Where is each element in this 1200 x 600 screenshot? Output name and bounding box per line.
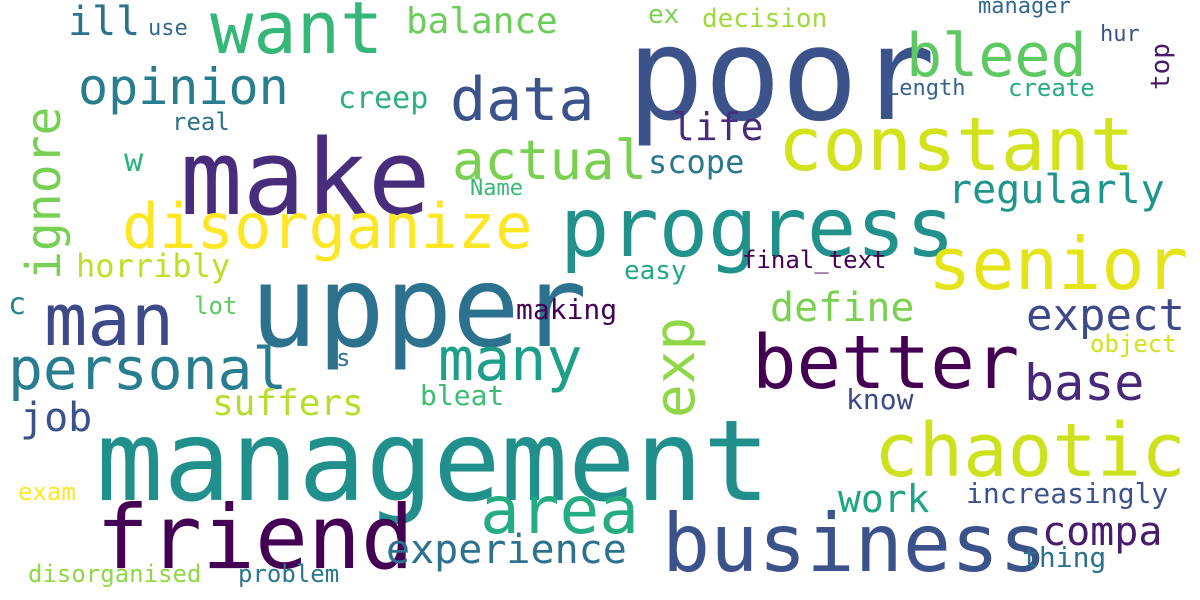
word-want: want [210, 0, 384, 70]
word-creep: creep [338, 81, 429, 116]
word-making: making [516, 293, 618, 326]
word-suffers: suffers [212, 383, 364, 424]
word-chaotic: chaotic [874, 408, 1186, 494]
word-constant: constant [778, 102, 1135, 188]
word-know: know [846, 383, 914, 416]
word-increasingly: increasingly [966, 477, 1169, 510]
word-friend: friend [96, 486, 414, 589]
word-real: real [172, 108, 230, 136]
word-use: use [148, 16, 188, 41]
word-compa: compa [1042, 509, 1163, 555]
word-scope: scope [648, 143, 745, 181]
word-thing: thing [1022, 541, 1107, 574]
word-man: man [44, 278, 175, 362]
word-management: management [96, 397, 771, 527]
word-better: better [752, 320, 1020, 406]
word-regularly: regularly [948, 167, 1165, 213]
word-make: make [180, 117, 431, 239]
word-hur: hur [1100, 22, 1140, 47]
word-experience: experience [386, 527, 627, 573]
word-top: top [1146, 43, 1176, 90]
word-lot: lot [194, 292, 238, 320]
word-job: job [20, 395, 93, 441]
word-horribly: horribly [76, 247, 231, 285]
word-life: life [672, 105, 764, 149]
word-business: business [662, 497, 1048, 590]
word-data: data [450, 65, 595, 135]
word-object: object [1090, 330, 1177, 358]
word-manager: manager [978, 0, 1071, 19]
word-poor: poor [627, 1, 936, 150]
word-create: create [1008, 74, 1095, 102]
word-decision: decision [702, 4, 828, 34]
word-exp: exp [643, 316, 708, 418]
word-progress: progress [560, 181, 955, 276]
word-area: area [480, 472, 639, 549]
word-length: Length [886, 76, 966, 101]
word-many: many [438, 325, 583, 395]
word-disorganize: disorganize [122, 190, 533, 263]
word-senior: senior [928, 222, 1189, 306]
word-expect: expect [1026, 290, 1185, 341]
word-actual: actual [452, 129, 648, 192]
word-problem: problem [238, 560, 340, 588]
word-balance: balance [406, 1, 558, 42]
word-upper: upper [250, 243, 588, 373]
word-exam: exam [18, 478, 76, 506]
word-name: Name [470, 176, 523, 201]
word-easy: easy [624, 256, 687, 286]
word-w: w [124, 141, 144, 179]
word-work: work [838, 477, 930, 521]
word-final-text: final_text [742, 246, 887, 274]
word-ex: ex [648, 0, 680, 30]
word-bleed: bleed [906, 21, 1087, 91]
word-s: s [336, 344, 351, 372]
word-disorganised: disorganised [28, 560, 202, 588]
word-personal: personal [8, 335, 288, 403]
word-ignore: ignore [16, 106, 72, 280]
word-define: define [770, 285, 915, 331]
word-bleat: bleat [420, 379, 505, 412]
word-opinion: opinion [78, 58, 289, 116]
word-base: base [1024, 354, 1145, 412]
word-ill: ill [68, 0, 141, 45]
word-c: c [8, 287, 27, 322]
